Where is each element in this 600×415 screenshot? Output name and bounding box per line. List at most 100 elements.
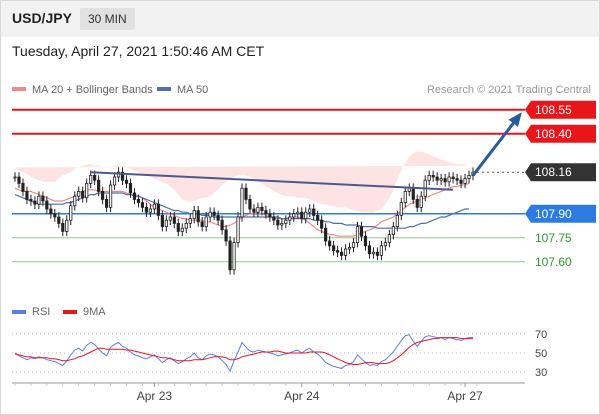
candle-body (160, 214, 164, 227)
candle-body (61, 222, 65, 232)
candle-body (308, 208, 312, 213)
forecast-arrow-head (508, 112, 522, 127)
candle-body (296, 211, 300, 215)
forecast-arrow (471, 113, 522, 177)
x-axis: Apr 23 Apr 24 Apr 27 (14, 383, 483, 403)
candle-body (208, 211, 212, 218)
candle-body (403, 190, 407, 203)
candle-body (124, 179, 129, 184)
candle-body (77, 190, 81, 197)
candle-body (17, 176, 21, 184)
timeframe-button[interactable]: 30 MIN (80, 8, 135, 30)
ma20-legend-label: MA 20 + Bollinger Bands (32, 84, 153, 96)
candle-body (53, 213, 57, 218)
rsi-legend-label: RSI (32, 306, 50, 318)
level-label-3: 107.90 (535, 207, 572, 221)
level-tag-3 (525, 204, 596, 223)
candle-body (387, 234, 391, 244)
candle-body (73, 195, 77, 207)
copyright-label: Research © 2021 Trading Central (427, 84, 591, 96)
level-label-0: 108.55 (535, 103, 572, 117)
candle-body (41, 195, 45, 202)
ma9-line (14, 337, 473, 365)
candle-body (216, 214, 220, 221)
datetime-label: Tuesday, April 27, 2021 1:50:46 AM CET (12, 43, 265, 59)
candle-body (29, 198, 33, 202)
candle-body (13, 176, 17, 179)
candle-body (399, 202, 403, 216)
candle-body (101, 190, 105, 200)
candle-body (256, 206, 260, 213)
candle-body (324, 227, 328, 242)
candle-body (164, 219, 168, 227)
candle-body (21, 182, 25, 192)
bollinger-band (15, 151, 469, 213)
candle-body (120, 171, 125, 181)
trendline (90, 171, 454, 191)
candle-body (128, 182, 133, 194)
candle-body (180, 227, 184, 232)
candle-body (248, 198, 252, 210)
candle-body (140, 202, 145, 208)
candle-body (359, 226, 364, 237)
candle-body (244, 187, 248, 200)
candle-body (69, 205, 73, 221)
candle-body (320, 219, 324, 229)
candle-body (455, 178, 459, 181)
candle-body (395, 214, 399, 227)
header-bar: USD/JPY 30 MIN (1, 1, 599, 37)
candle-body (451, 176, 455, 179)
candle-body (435, 176, 439, 181)
candle-body (200, 221, 204, 228)
candle-body (85, 182, 89, 199)
candle-body (148, 208, 153, 213)
candle-body (33, 200, 37, 205)
level-label-1: 108.40 (535, 127, 572, 141)
candle-body (328, 240, 332, 247)
candle-body (391, 226, 395, 236)
candle-body (443, 178, 447, 183)
level-label-5: 107.60 (535, 255, 572, 269)
x-tick-label: Apr 23 (137, 389, 173, 403)
candle-body (312, 208, 316, 216)
candle-body (276, 219, 280, 226)
candle-body (196, 210, 200, 223)
candle-body (93, 174, 97, 181)
candle-body (343, 248, 348, 256)
candle-body (339, 251, 344, 256)
level-tag-0 (525, 100, 596, 119)
candle-body (439, 178, 443, 181)
symbol-label: USD/JPY (12, 10, 72, 26)
candle-body (459, 179, 463, 184)
candle-body (447, 176, 451, 183)
candle-body (97, 179, 101, 192)
rsi-tick-label: 50 (535, 348, 547, 360)
ma9-legend-label: 9MA (83, 306, 106, 318)
candle-body (292, 213, 296, 218)
candle-body (288, 216, 292, 221)
candle-body (212, 211, 216, 216)
level-tag-2 (525, 163, 596, 182)
candle-body (351, 242, 356, 248)
candle-body (228, 240, 232, 271)
candle-body (467, 174, 471, 179)
level-label-4: 107.75 (535, 231, 572, 245)
candle-body (260, 206, 264, 211)
candle-body (49, 208, 53, 215)
candle-body (65, 219, 69, 232)
candle-body (347, 246, 352, 250)
candle-body (371, 251, 376, 255)
candle-body (264, 210, 268, 215)
candle-body (383, 242, 387, 247)
candle-body (367, 245, 372, 255)
candle-body (192, 210, 196, 220)
candle-body (204, 216, 208, 228)
candle-body (108, 184, 113, 208)
candle-body (220, 219, 224, 231)
level-label-2: 108.16 (535, 165, 572, 179)
candle-body (300, 211, 304, 219)
candle-body (355, 226, 360, 244)
candle-body (136, 198, 141, 203)
